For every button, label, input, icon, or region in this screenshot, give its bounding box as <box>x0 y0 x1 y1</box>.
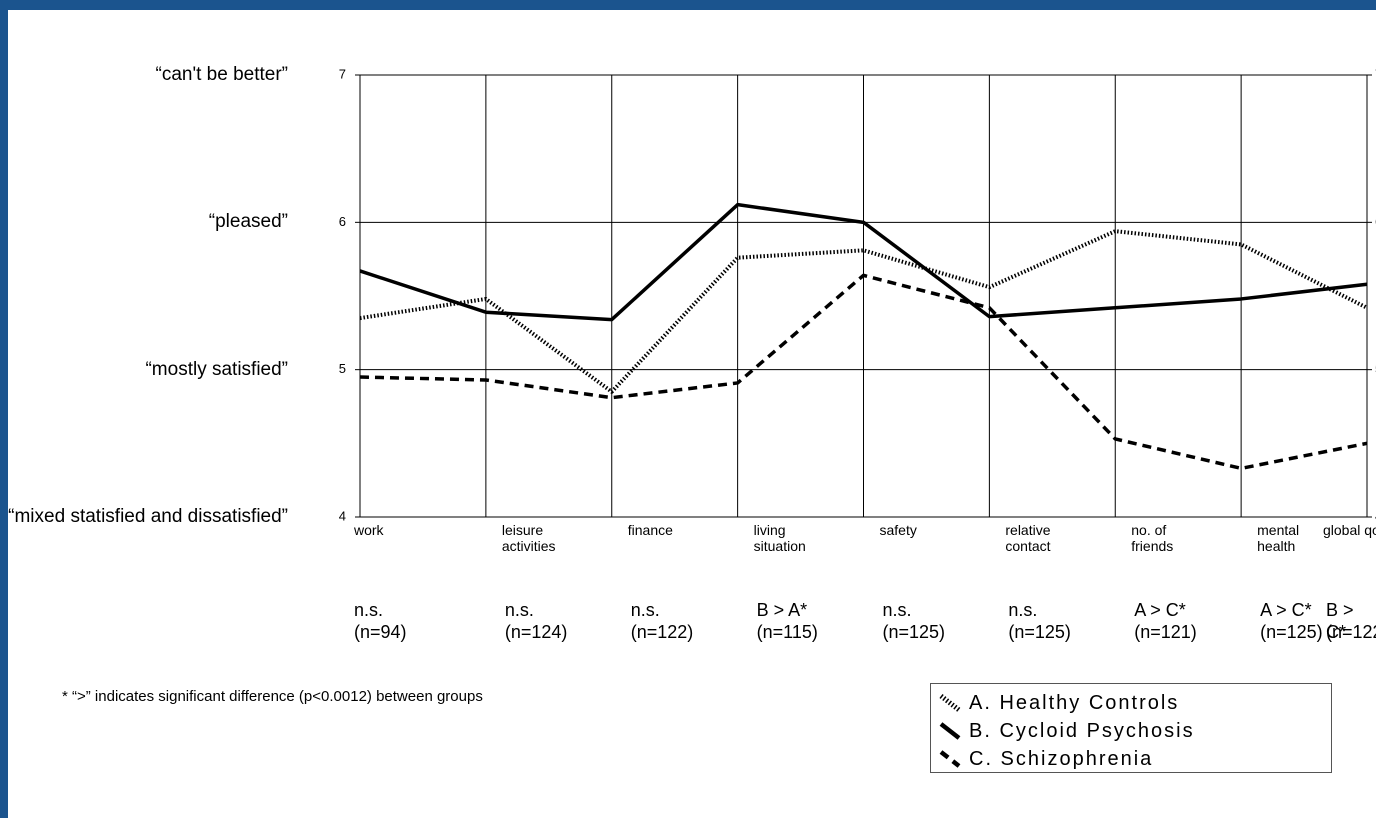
x-tick-label: living situation <box>753 522 806 554</box>
page: 45674567 * “>” indicates significant dif… <box>8 10 1376 818</box>
x-tick-label: mental health <box>1257 522 1300 554</box>
series-line <box>359 273 1368 471</box>
sample-size: (n=124) <box>504 622 568 642</box>
y-tick-label: 4 <box>339 508 346 523</box>
legend-swatch <box>939 750 961 768</box>
sample-size: (n=122) <box>630 622 694 642</box>
y-description: “mixed statisfied and dissatisfied” <box>8 506 288 527</box>
series-line <box>359 229 1368 394</box>
y-description: “mostly satisfied” <box>145 358 288 380</box>
significance: A > C* <box>1134 600 1186 620</box>
sample-size: (n=125) <box>882 622 946 642</box>
sample-size: (n=115) <box>756 622 818 642</box>
y-description: “can't be better” <box>155 64 288 85</box>
sample-size: (n=122) <box>1326 622 1376 642</box>
legend-line <box>939 722 961 740</box>
y-tick-label: 5 <box>339 361 346 376</box>
x-tick-label: global qol <box>1323 522 1376 538</box>
legend-label: C. Schizophrenia <box>969 748 1154 770</box>
legend: A. Healthy Controls B. Cycloid Psychosis C… <box>930 683 1332 773</box>
series-line <box>359 202 1368 322</box>
legend-swatch <box>939 722 961 740</box>
sample-size: (n=121) <box>1134 622 1197 642</box>
legend-swatch <box>939 694 961 712</box>
legend-line <box>939 750 961 768</box>
legend-label: A. Healthy Controls <box>969 692 1180 714</box>
y-tick-label: 6 <box>339 214 346 229</box>
sample-size: (n=94) <box>354 622 407 642</box>
x-tick-label: leisure activities <box>501 522 556 554</box>
significance: B > A* <box>756 600 808 620</box>
legend-label: B. Cycloid Psychosis <box>969 720 1195 742</box>
significance: n.s. <box>1008 600 1038 620</box>
footnote: * “>” indicates significant difference (… <box>62 688 483 705</box>
significance: n.s. <box>354 600 384 620</box>
significance: B > C* <box>1326 600 1354 642</box>
sample-size: (n=125) <box>1260 622 1323 642</box>
legend-line <box>939 694 961 712</box>
significance: n.s. <box>630 600 660 620</box>
significance: n.s. <box>504 600 534 620</box>
x-tick-label: no. of friends <box>1131 522 1174 554</box>
y-tick-label: 7 <box>339 66 346 81</box>
sample-size: (n=125) <box>1008 622 1071 642</box>
significance: A > C* <box>1260 600 1312 620</box>
y-description: “pleased” <box>208 211 288 233</box>
x-tick-label: safety <box>879 522 917 538</box>
x-tick-label: work <box>354 522 384 538</box>
chart: 45674567 <box>339 66 1376 523</box>
significance: n.s. <box>882 600 912 620</box>
x-tick-label: relative contact <box>1005 522 1051 554</box>
x-tick-label: finance <box>627 522 673 538</box>
